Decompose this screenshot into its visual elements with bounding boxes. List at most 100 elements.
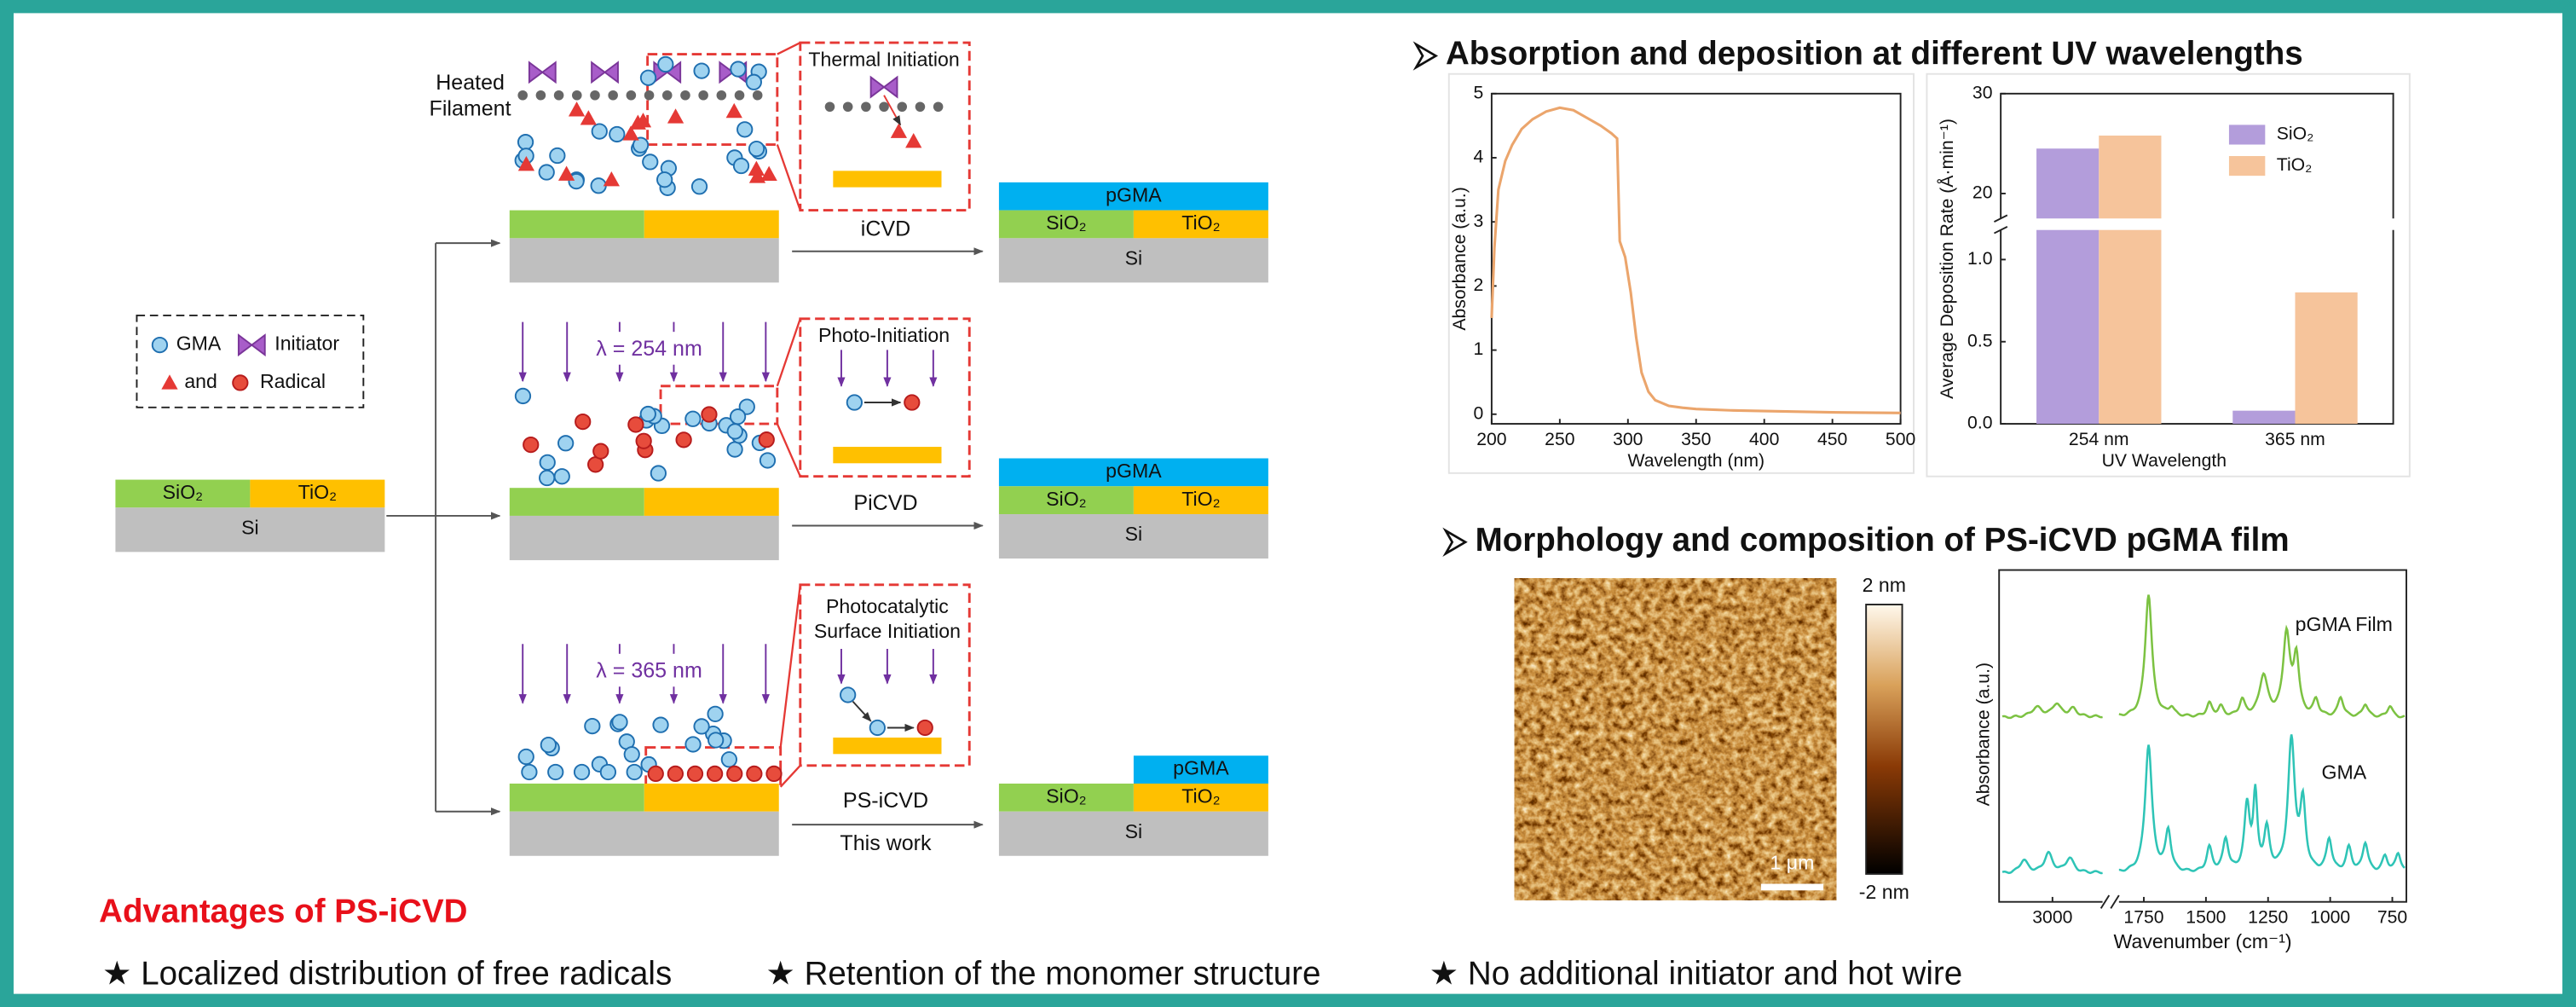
radical xyxy=(667,765,684,783)
gma-molecule xyxy=(539,469,556,487)
radical xyxy=(635,432,652,449)
legend-label: TiO₂ xyxy=(2277,155,2313,175)
legend-label: and xyxy=(184,370,217,392)
gma-molecule xyxy=(759,452,777,469)
gma-molecule xyxy=(573,763,591,781)
radical xyxy=(746,765,763,783)
zoom-title: Surface Initiation xyxy=(814,620,961,642)
layer-label: SiO₂ xyxy=(1046,211,1087,234)
si-layer xyxy=(998,514,1268,559)
gma-molecule xyxy=(656,171,673,188)
filament-dot xyxy=(716,90,727,101)
layer-label: pGMA xyxy=(1173,757,1229,779)
radical xyxy=(706,765,724,783)
gma-molecule xyxy=(599,763,617,781)
sio2-layer xyxy=(509,783,644,812)
filament-dot xyxy=(933,101,944,113)
filament-dot xyxy=(661,90,673,101)
zoom-title: Photo-Initiation xyxy=(818,324,950,346)
filament-dot xyxy=(680,90,690,101)
y-tick-label: 0.5 xyxy=(1967,331,1992,350)
radical xyxy=(568,101,586,117)
spectrum xyxy=(2118,734,2406,872)
axis-break xyxy=(2099,894,2120,909)
filament-dot xyxy=(553,90,564,101)
x-tick-label: 1000 xyxy=(2310,908,2350,928)
gma-molecule xyxy=(539,454,556,471)
radical xyxy=(904,394,921,411)
x-tick-label: 200 xyxy=(1476,430,1506,449)
y-tick-label: 30 xyxy=(1972,83,1993,102)
gma-molecule xyxy=(840,686,857,703)
si-layer xyxy=(998,238,1268,283)
layer-label: Si xyxy=(1125,247,1143,269)
radical xyxy=(580,110,597,125)
gma-molecule xyxy=(657,55,674,73)
bullet xyxy=(1412,41,1439,71)
y-tick-label: 3 xyxy=(1473,211,1483,231)
axis-break-gap xyxy=(1996,218,2399,230)
light-label: λ = 365 nm xyxy=(596,659,702,683)
filament-dot xyxy=(734,90,745,101)
axis-break xyxy=(1994,214,2008,234)
y-tick-label: 4 xyxy=(1473,148,1483,167)
layer-label: TiO₂ xyxy=(1181,211,1220,234)
flow-line xyxy=(386,243,437,812)
layer-label: TiO₂ xyxy=(1181,784,1220,807)
initiator xyxy=(528,61,557,84)
initiator xyxy=(591,61,619,84)
section-title: Morphology and composition of PS-iCVD pG… xyxy=(1476,522,2290,558)
chart-border xyxy=(1926,72,2411,477)
pgma-layer xyxy=(998,458,1268,487)
filament-dot xyxy=(590,90,600,101)
gma-molecule xyxy=(549,147,566,165)
radical xyxy=(557,165,575,181)
tio2-layer xyxy=(250,479,385,508)
radical xyxy=(726,765,743,783)
legend-swatch xyxy=(2228,124,2266,145)
tio2-layer xyxy=(644,488,779,516)
absorbance-line xyxy=(1490,106,1901,414)
sio2-layer xyxy=(509,210,644,239)
series-label: GMA xyxy=(2321,761,2366,784)
filament-dot xyxy=(824,101,835,113)
gma-molecule xyxy=(639,69,657,86)
radical xyxy=(675,431,692,449)
legend-label: Radical xyxy=(260,370,326,392)
y-axis-label: Absorbance (a.u.) xyxy=(1450,187,1470,330)
y-tick-label: 0.0 xyxy=(1967,414,1992,433)
filament-dot xyxy=(517,90,528,101)
filament-dot xyxy=(535,90,546,101)
reaction-arrow xyxy=(883,95,902,126)
y-tick-label: 20 xyxy=(1972,183,1993,203)
y-tick-label: 1 xyxy=(1473,339,1483,359)
gma-molecule xyxy=(547,763,564,781)
series-label: pGMA Film xyxy=(2296,613,2393,635)
colorbar-label: -2 nm xyxy=(1859,881,1909,903)
filament-dot xyxy=(879,101,889,113)
gma-molecule xyxy=(708,732,725,749)
si-layer xyxy=(509,238,779,283)
zoom-connector xyxy=(776,42,801,788)
tio2-layer xyxy=(1133,486,1268,515)
sio2-layer xyxy=(998,783,1134,812)
gma-molecule xyxy=(869,719,886,737)
gma-molecule xyxy=(693,62,710,79)
legend-label: Initiator xyxy=(274,333,339,355)
x-tick-label: 350 xyxy=(1681,430,1711,449)
y-tick-label: 1.0 xyxy=(1967,249,1992,269)
legend-swatch xyxy=(2228,156,2266,177)
radical xyxy=(647,765,664,783)
ftir-frame xyxy=(1998,569,2407,903)
radical xyxy=(765,765,783,783)
section-title: Absorption and deposition at different U… xyxy=(1446,36,2303,72)
layer-label: SiO₂ xyxy=(1046,784,1087,807)
gma-molecule xyxy=(521,763,538,781)
radical xyxy=(627,416,644,433)
gma-molecule xyxy=(736,121,754,138)
legend-box xyxy=(136,314,365,408)
colorbar-label: 2 nm xyxy=(1863,574,1906,596)
process-label: iCVD xyxy=(861,217,910,240)
substrate-icon xyxy=(833,171,942,188)
